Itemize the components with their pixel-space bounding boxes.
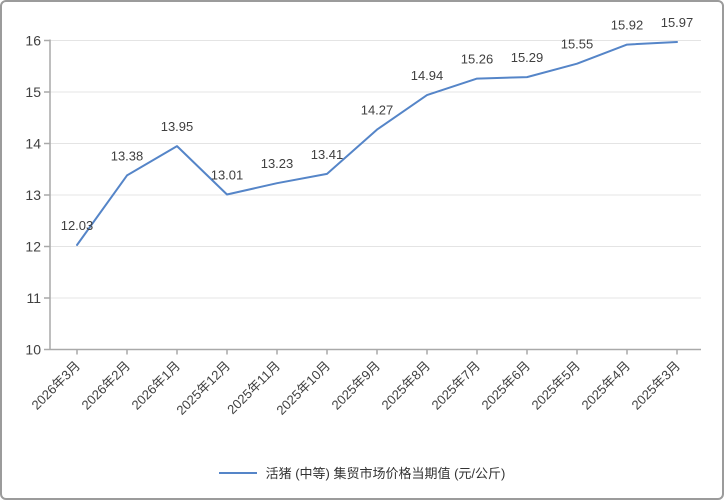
data-label: 14.94 — [411, 68, 444, 83]
data-label: 13.38 — [111, 148, 144, 163]
data-label: 13.23 — [261, 156, 294, 171]
x-axis-tick-label: 2025年8月 — [379, 358, 434, 413]
data-label: 15.26 — [461, 52, 494, 67]
data-label: 14.27 — [361, 103, 394, 118]
x-axis-tick-label: 2025年9月 — [329, 358, 384, 413]
legend[interactable]: 活猪 (中等) 集贸市场价格当期值 (元/公斤) — [2, 463, 722, 482]
x-axis-tick-label: 2025年7月 — [429, 358, 484, 413]
data-label: 13.01 — [211, 167, 244, 182]
data-label: 15.29 — [511, 50, 544, 65]
data-label: 15.97 — [661, 15, 694, 30]
data-label: 12.03 — [61, 218, 94, 233]
legend-line-swatch — [218, 471, 257, 474]
y-axis-tick-label: 16 — [25, 33, 41, 49]
price-line-chart: 101112131415162026年3月2026年2月2026年1月2025年… — [25, 15, 701, 418]
y-axis-tick-label: 10 — [25, 342, 41, 358]
data-label: 15.55 — [561, 37, 594, 52]
y-axis-tick-label: 12 — [25, 239, 41, 255]
x-axis-tick-label: 2025年12月 — [173, 358, 233, 418]
x-axis-tick-label: 2025年10月 — [273, 358, 333, 418]
data-label: 15.92 — [611, 18, 644, 33]
y-axis-tick-label: 11 — [26, 290, 41, 306]
y-axis-tick-label: 15 — [25, 84, 41, 100]
x-axis-tick-label: 2026年2月 — [79, 358, 134, 413]
legend-label: 活猪 (中等) 集贸市场价格当期值 (元/公斤) — [265, 466, 506, 481]
y-axis-tick-label: 14 — [25, 136, 41, 152]
y-axis-tick-label: 13 — [25, 187, 41, 203]
data-label: 13.41 — [311, 147, 344, 162]
x-axis-tick-label: 2025年3月 — [629, 358, 684, 413]
x-axis-tick-label: 2025年5月 — [529, 358, 584, 413]
x-axis-tick-label: 2025年4月 — [579, 358, 634, 413]
x-axis-tick-label: 2025年6月 — [479, 358, 534, 413]
data-label: 13.95 — [161, 119, 194, 134]
series-line — [76, 41, 678, 246]
x-axis-tick-label: 2026年3月 — [29, 358, 84, 413]
